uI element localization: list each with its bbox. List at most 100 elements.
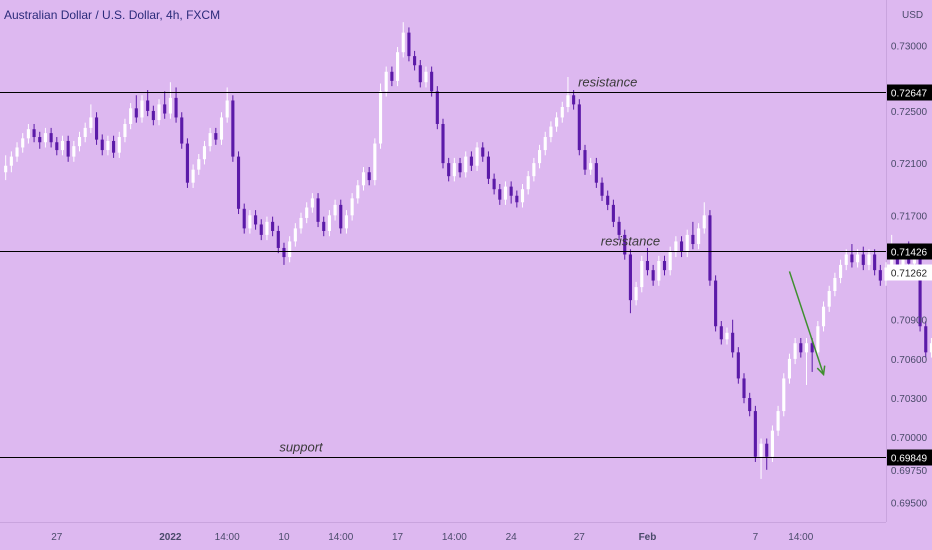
- x-tick-label: 2022: [159, 532, 182, 543]
- candle-body: [112, 140, 116, 153]
- y-tick-label: 0.69500: [891, 498, 928, 509]
- candle-body: [117, 137, 121, 153]
- candle-body: [611, 204, 615, 222]
- level-price-label-bg: [887, 243, 932, 260]
- candle-body: [231, 100, 235, 157]
- candle-body: [441, 123, 445, 164]
- candle-body: [140, 100, 144, 118]
- candle-body: [736, 352, 740, 379]
- candle-body: [782, 378, 786, 412]
- candle-body: [560, 107, 564, 118]
- candle-body: [157, 104, 161, 121]
- projection-arrow-line: [788, 271, 825, 375]
- candle-body: [265, 221, 269, 235]
- candle-body: [447, 163, 451, 177]
- candle-body: [878, 270, 882, 281]
- y-tick-label: 0.73000: [891, 42, 928, 53]
- currency-label: USD: [902, 10, 924, 21]
- candle-body: [225, 100, 229, 118]
- candle-body: [32, 129, 36, 138]
- candle-body: [816, 326, 820, 353]
- y-tick-label: 0.70300: [891, 394, 928, 405]
- candle-body: [214, 133, 218, 140]
- y-tick-label: 0.72100: [891, 159, 928, 170]
- candle-body: [526, 176, 530, 190]
- candle-body: [787, 358, 792, 379]
- current-price-label: 0.71262: [891, 268, 928, 279]
- candle-body: [384, 71, 388, 92]
- candle-body: [367, 172, 371, 181]
- candle-body: [731, 332, 735, 353]
- candle-body: [288, 241, 292, 258]
- candle-body: [844, 254, 848, 265]
- candle-body: [702, 215, 706, 229]
- candle-body: [123, 123, 127, 138]
- candle-body: [929, 343, 932, 353]
- candle-body: [185, 143, 189, 183]
- candle-body: [322, 221, 326, 231]
- candle-body: [503, 186, 508, 200]
- candle-body: [299, 217, 303, 229]
- candle-body: [390, 71, 394, 81]
- candle-body: [895, 257, 899, 268]
- candle-body: [492, 178, 496, 190]
- level-price-label: 0.69849: [891, 454, 928, 465]
- candle-body: [163, 104, 167, 114]
- candle-body: [9, 156, 13, 166]
- y-tick-label: 0.72500: [891, 107, 928, 118]
- candle-body: [765, 443, 769, 457]
- candle-body: [305, 207, 309, 218]
- candle-body: [452, 163, 456, 177]
- candle-body: [708, 215, 712, 281]
- candle-body: [623, 234, 627, 255]
- candle-body: [861, 254, 865, 265]
- candle-body: [679, 241, 684, 252]
- candles-group: [4, 22, 932, 479]
- candle-body: [674, 241, 678, 252]
- candle-body: [583, 150, 587, 170]
- candle-body: [821, 306, 826, 327]
- candle-body: [49, 133, 53, 143]
- candle-body: [55, 142, 59, 151]
- candle-body: [697, 228, 701, 245]
- level-text-resistance: resistance: [601, 234, 660, 249]
- candle-body: [799, 343, 803, 353]
- candle-body: [174, 97, 178, 118]
- candle-body: [435, 91, 439, 124]
- candle-body: [486, 156, 490, 179]
- candle-body: [236, 156, 241, 209]
- candle-body: [856, 254, 860, 263]
- candle-body: [566, 95, 570, 108]
- candle-body: [475, 147, 479, 166]
- candle-body: [72, 146, 76, 157]
- candle-body: [890, 257, 894, 268]
- chart-title: Australian Dollar / U.S. Dollar, 4h, FXC…: [4, 8, 221, 22]
- candle-body: [850, 254, 854, 263]
- x-tick-label: 27: [51, 532, 63, 543]
- candle-body: [867, 254, 871, 265]
- candle-body: [191, 169, 195, 183]
- candle-body: [606, 195, 610, 205]
- candle-body: [520, 189, 525, 203]
- y-tick-label: 0.69750: [891, 466, 928, 477]
- candle-body: [259, 224, 263, 235]
- candle-body: [413, 56, 417, 66]
- candle-body: [685, 234, 689, 252]
- candle-body: [271, 221, 275, 231]
- candle-body: [134, 108, 138, 118]
- level-price-label: 0.72647: [891, 89, 928, 100]
- candle-body: [873, 254, 877, 271]
- candle-body: [202, 146, 207, 160]
- x-tick-label: 14:00: [215, 532, 240, 543]
- candle-body: [219, 117, 224, 140]
- candle-body: [537, 150, 542, 164]
- candle-body: [77, 137, 82, 147]
- candle-body: [339, 204, 343, 229]
- candle-body: [770, 430, 774, 457]
- candle-body: [15, 147, 19, 157]
- candle-body: [83, 127, 87, 138]
- candle-body: [594, 163, 598, 183]
- candle-body: [66, 140, 70, 157]
